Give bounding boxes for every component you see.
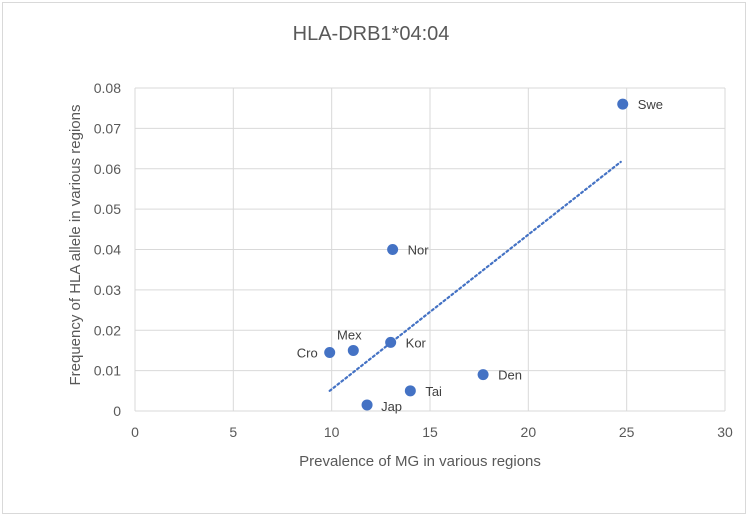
x-axis-title: Prevalence of MG in various regions [299,453,541,470]
x-axis-ticks: 0 5 10 15 20 25 30 [131,424,733,440]
data-point-jap [361,399,373,411]
y-axis-title: Frequency of HLA allele in various regio… [67,105,84,386]
y-tick-label: 0.05 [94,201,121,217]
gridlines [134,87,726,412]
data-point-kor [385,336,397,348]
data-label-nor: Nor [408,243,430,258]
y-tick-label: 0.03 [94,282,121,298]
data-points: Swe Nor Mex Cro Kor Den Tai Jap [297,97,663,414]
x-tick-label: 20 [521,424,537,440]
data-label-kor: Kor [406,335,427,350]
x-tick-label: 10 [324,424,340,440]
data-label-tai: Tai [425,384,442,399]
data-label-mex: Mex [337,327,362,342]
x-tick-label: 15 [422,424,438,440]
x-tick-label: 0 [131,424,139,440]
y-tick-label: 0.08 [94,80,121,96]
y-tick-label: 0.06 [94,161,121,177]
data-point-cro [324,346,336,358]
y-axis-ticks: 0 0.01 0.02 0.03 0.04 0.05 0.06 0.07 0.08 [94,80,121,419]
data-point-tai [404,385,416,397]
y-tick-label: 0.01 [94,363,121,379]
data-label-jap: Jap [381,399,402,414]
data-label-den: Den [498,368,522,383]
x-tick-label: 25 [619,424,635,440]
data-point-nor [387,244,399,255]
y-tick-label: 0.04 [94,242,121,258]
data-point-swe [617,98,629,110]
y-tick-label: 0.07 [94,120,121,136]
trendline-group [328,160,622,392]
chart-title: HLA-DRB1*04:04 [293,23,450,45]
x-tick-label: 30 [717,424,733,440]
data-label-cro: Cro [297,345,318,360]
data-label-swe: Swe [638,97,663,112]
data-point-mex [347,344,359,356]
x-tick-label: 5 [229,424,237,440]
y-tick-label: 0 [113,403,121,419]
data-point-den [477,369,489,381]
y-tick-label: 0.02 [94,322,121,338]
trendline [328,160,622,392]
